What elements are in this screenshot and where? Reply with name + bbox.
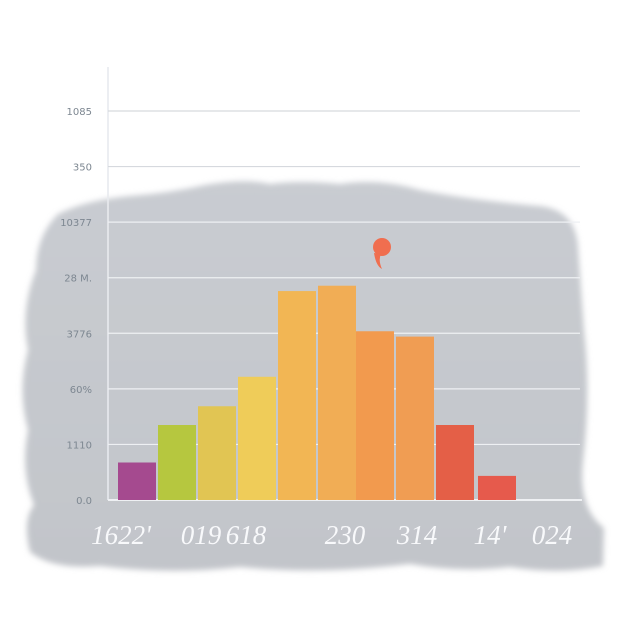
y-tick-label: 350 xyxy=(73,163,92,174)
x-tick-label: 019 xyxy=(181,520,222,550)
x-tick-label: 024 xyxy=(532,520,573,550)
bar xyxy=(436,425,474,500)
bar xyxy=(118,462,156,500)
bar xyxy=(198,406,236,500)
bar xyxy=(396,336,434,500)
y-tick-label: 1110 xyxy=(67,440,92,451)
bar xyxy=(318,285,356,500)
y-tick-label: 60% xyxy=(70,385,92,396)
y-tick-label: 3776 xyxy=(67,329,92,340)
x-tick-label: 14' xyxy=(474,520,508,550)
y-tick-label: 28 M. xyxy=(64,274,92,285)
bar xyxy=(238,376,276,500)
y-tick-labels: 1085 350 10377 28 M. 3776 60% 1110 0.0 xyxy=(60,107,92,507)
x-tick-label: 314 xyxy=(396,520,438,550)
y-tick-label: 10377 xyxy=(60,218,92,229)
bar xyxy=(356,331,394,500)
x-tick-label: 230 xyxy=(325,520,366,550)
y-tick-label: 0.0 xyxy=(76,496,92,507)
bar xyxy=(278,291,316,500)
x-tick-label: 1622' xyxy=(91,520,152,550)
bar xyxy=(478,475,516,500)
bar xyxy=(158,425,196,500)
x-tick-labels: 1622' 019 618 230 314 14' 024 xyxy=(91,520,572,550)
bars xyxy=(118,285,516,500)
marker-icon xyxy=(373,238,391,269)
y-tick-label: 1085 xyxy=(67,107,92,118)
x-tick-label: 618 xyxy=(226,520,267,550)
